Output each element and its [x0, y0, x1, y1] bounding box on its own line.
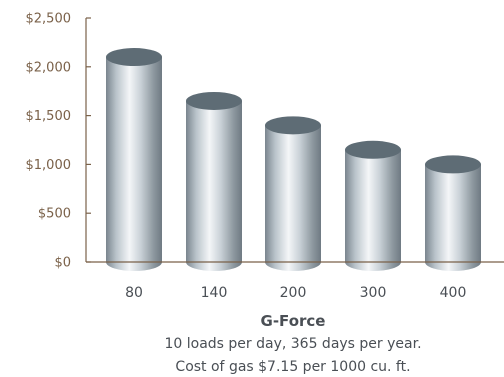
y-axis: $0 $500 $1,000 $1,500 $2,000 $2,500: [26, 12, 91, 271]
y-tick-label: $1,500: [26, 109, 72, 124]
bar-400: [425, 155, 481, 271]
bar-top: [265, 116, 321, 135]
bars: [106, 48, 481, 272]
bar-80: [106, 48, 162, 271]
y-tick-label: $0: [54, 256, 71, 271]
y-tick-label: $2,500: [26, 12, 72, 27]
x-tick-label: 140: [201, 285, 228, 301]
x-axis: 80 140 200 300 400: [86, 261, 504, 301]
x-axis-title: G-Force: [261, 312, 326, 330]
y-tick-label: $1,000: [26, 158, 72, 173]
bar-top: [106, 48, 162, 67]
bar-top: [345, 140, 401, 159]
caption-line-2: Cost of gas $7.15 per 1000 cu. ft.: [175, 359, 410, 375]
bar-top: [186, 91, 242, 110]
x-tick-label: 400: [440, 285, 467, 301]
y-tick-label: $2,000: [26, 60, 72, 75]
bar-top: [425, 155, 481, 174]
bar-300: [345, 140, 401, 271]
x-tick-label: 200: [280, 285, 307, 301]
bar-200: [265, 116, 321, 271]
x-tick-label: 80: [125, 285, 143, 301]
y-tick-label: $500: [38, 207, 71, 222]
bar-body: [265, 125, 321, 271]
bar-body: [345, 149, 401, 271]
caption-line-1: 10 loads per day, 365 days per year.: [164, 336, 421, 352]
bar-body: [106, 57, 162, 271]
x-tick-label: 300: [360, 285, 387, 301]
bar-140: [186, 91, 242, 272]
bar-body: [425, 164, 481, 271]
bar-body: [186, 100, 242, 272]
